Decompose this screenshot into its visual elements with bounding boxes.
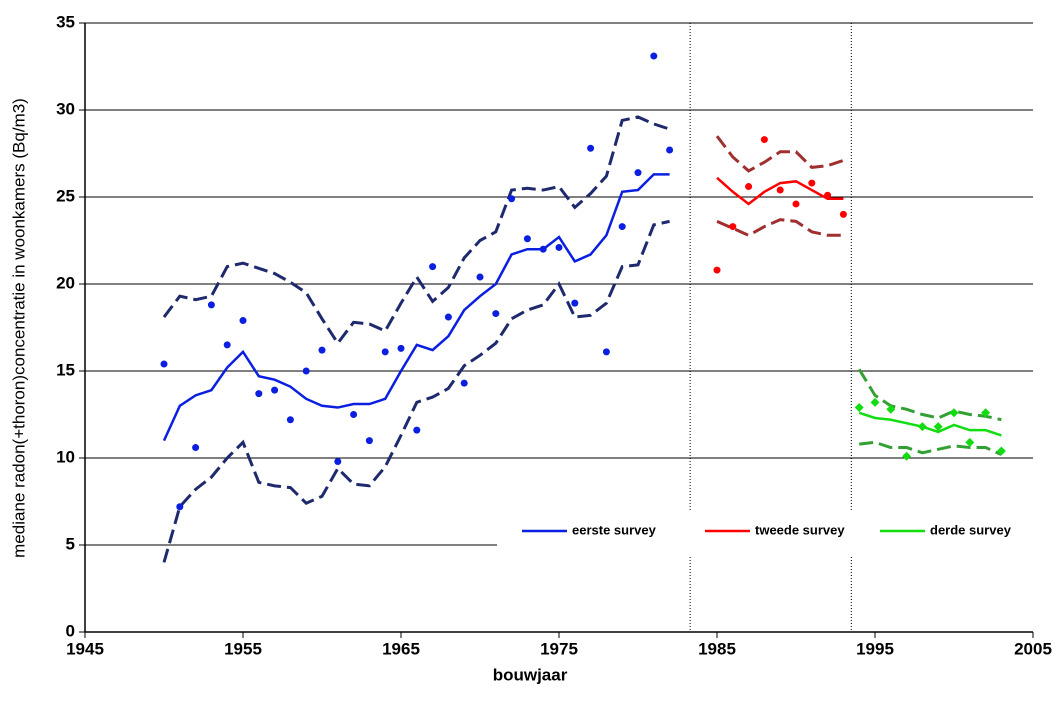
band-line [716, 218, 844, 237]
point [397, 344, 405, 352]
point [555, 243, 563, 251]
x-tick-label: 1965 [382, 639, 420, 658]
point [302, 367, 310, 375]
band-line [857, 368, 1002, 422]
median-line [162, 173, 670, 442]
y-tick-label: 5 [66, 534, 75, 553]
point [792, 200, 800, 208]
median-line [858, 411, 1002, 437]
point [176, 503, 184, 511]
point [824, 191, 832, 199]
point [602, 348, 610, 356]
point [334, 457, 342, 465]
point [902, 451, 912, 461]
point [476, 273, 484, 281]
point [996, 446, 1006, 456]
point [255, 390, 263, 398]
point [444, 313, 452, 321]
point [886, 404, 896, 414]
median-line [716, 176, 844, 206]
legend-box [497, 512, 1033, 557]
point [713, 266, 721, 274]
point [271, 386, 279, 394]
point [413, 426, 421, 434]
y-tick-label: 35 [56, 12, 75, 31]
point [539, 245, 547, 253]
y-axis-title: mediane radon(+thoron)concentratie in wo… [9, 98, 28, 558]
point [666, 146, 674, 154]
point [587, 144, 595, 152]
y-tick-label: 30 [56, 99, 75, 118]
band-line [162, 219, 670, 563]
legend-label: derde survey [930, 522, 1012, 537]
point [618, 223, 626, 231]
band-line [715, 135, 844, 173]
point [223, 341, 231, 349]
x-tick-label: 2005 [1014, 639, 1052, 658]
y-tick-label: 15 [56, 360, 75, 379]
point [160, 360, 168, 368]
point [854, 403, 864, 413]
point [870, 397, 880, 407]
legend-label: tweede survey [755, 522, 845, 537]
point [839, 210, 847, 218]
legend-label: eerste survey [572, 522, 657, 537]
point [318, 346, 326, 354]
point [239, 317, 247, 325]
point [808, 179, 816, 187]
point [192, 444, 200, 452]
point [729, 223, 737, 231]
point [933, 422, 943, 432]
point [981, 408, 991, 418]
point [634, 169, 642, 177]
point [745, 183, 753, 191]
point [429, 263, 437, 271]
y-tick-label: 25 [56, 186, 75, 205]
point [917, 422, 927, 432]
point [776, 186, 784, 194]
x-axis-title: bouwjaar [493, 665, 568, 684]
point [571, 299, 579, 307]
y-tick-label: 20 [56, 273, 75, 292]
point [207, 301, 215, 309]
point [949, 408, 959, 418]
y-tick-label: 10 [56, 447, 75, 466]
x-tick-label: 1945 [66, 639, 104, 658]
band-line [859, 440, 1003, 456]
point [381, 348, 389, 356]
point [492, 310, 500, 318]
point [460, 379, 468, 387]
point [760, 136, 768, 144]
x-tick-label: 1985 [698, 639, 736, 658]
point [365, 437, 373, 445]
band-line [162, 115, 671, 346]
x-tick-label: 1995 [856, 639, 894, 658]
point [965, 437, 975, 447]
x-tick-label: 1955 [224, 639, 262, 658]
point [508, 195, 516, 203]
y-tick-label: 0 [66, 621, 75, 640]
x-tick-label: 1975 [540, 639, 578, 658]
point [286, 416, 294, 424]
point [650, 52, 658, 60]
point [523, 235, 531, 243]
point [350, 411, 358, 418]
